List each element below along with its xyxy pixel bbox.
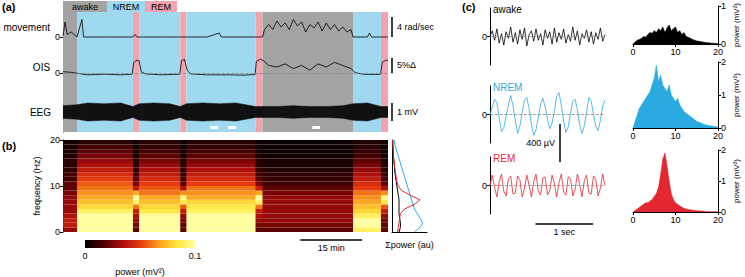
svg-text:0: 0	[482, 32, 487, 42]
svg-text:20: 20	[50, 135, 60, 145]
svg-text:0: 0	[721, 123, 726, 133]
svg-text:10: 10	[670, 215, 680, 225]
svg-text:awake: awake	[493, 4, 522, 15]
svg-text:2: 2	[721, 57, 726, 67]
svg-text:5%Δ: 5%Δ	[397, 60, 416, 70]
svg-text:1: 1	[721, 1, 726, 11]
svg-text:15 min: 15 min	[318, 243, 345, 253]
svg-text:2: 2	[721, 145, 726, 155]
svg-text:1 sec: 1 sec	[553, 227, 575, 237]
svg-text:0: 0	[630, 215, 635, 225]
svg-text:400 µV: 400 µV	[526, 138, 555, 148]
svg-text:REM: REM	[151, 2, 171, 12]
svg-text:0: 0	[721, 39, 726, 49]
svg-text:1: 1	[721, 90, 726, 100]
svg-text:4 rad/sec: 4 rad/sec	[397, 22, 435, 32]
svg-text:0: 0	[55, 32, 60, 42]
svg-text:0: 0	[55, 68, 60, 78]
svg-text:(a): (a)	[2, 1, 16, 13]
svg-text:movement: movement	[3, 22, 50, 33]
svg-text:1 mV: 1 mV	[397, 107, 418, 117]
svg-text:10: 10	[670, 131, 680, 141]
svg-text:frequency (Hz): frequency (Hz)	[32, 156, 42, 215]
svg-text:10: 10	[670, 47, 680, 57]
svg-text:REM: REM	[493, 153, 515, 164]
svg-text:(c): (c)	[462, 1, 476, 13]
svg-text:1: 1	[721, 176, 726, 186]
svg-text:0: 0	[721, 207, 726, 217]
svg-text:0: 0	[82, 251, 87, 261]
svg-text:power (mV²): power (mV²)	[732, 3, 741, 47]
svg-text:0: 0	[482, 181, 487, 191]
svg-text:0: 0	[482, 110, 487, 120]
svg-text:0: 0	[55, 227, 60, 237]
svg-text:power (mV²): power (mV²)	[732, 159, 741, 203]
svg-text:awake: awake	[72, 2, 98, 12]
svg-text:20: 20	[713, 215, 723, 225]
svg-text:0: 0	[630, 131, 635, 141]
svg-text:0.1: 0.1	[189, 251, 202, 261]
svg-text:power (mV²): power (mV²)	[115, 267, 165, 277]
svg-text:Σpower (au): Σpower (au)	[385, 240, 434, 250]
svg-text:NREM: NREM	[113, 2, 140, 12]
svg-text:20: 20	[713, 131, 723, 141]
svg-text:20: 20	[713, 47, 723, 57]
svg-text:OIS: OIS	[33, 62, 51, 73]
svg-text:(b): (b)	[2, 140, 16, 152]
svg-text:EEG: EEG	[30, 107, 51, 118]
svg-text:power (mV²): power (mV²)	[732, 73, 741, 117]
svg-text:NREM: NREM	[493, 82, 522, 93]
svg-text:10: 10	[50, 181, 60, 191]
svg-text:0: 0	[630, 47, 635, 57]
